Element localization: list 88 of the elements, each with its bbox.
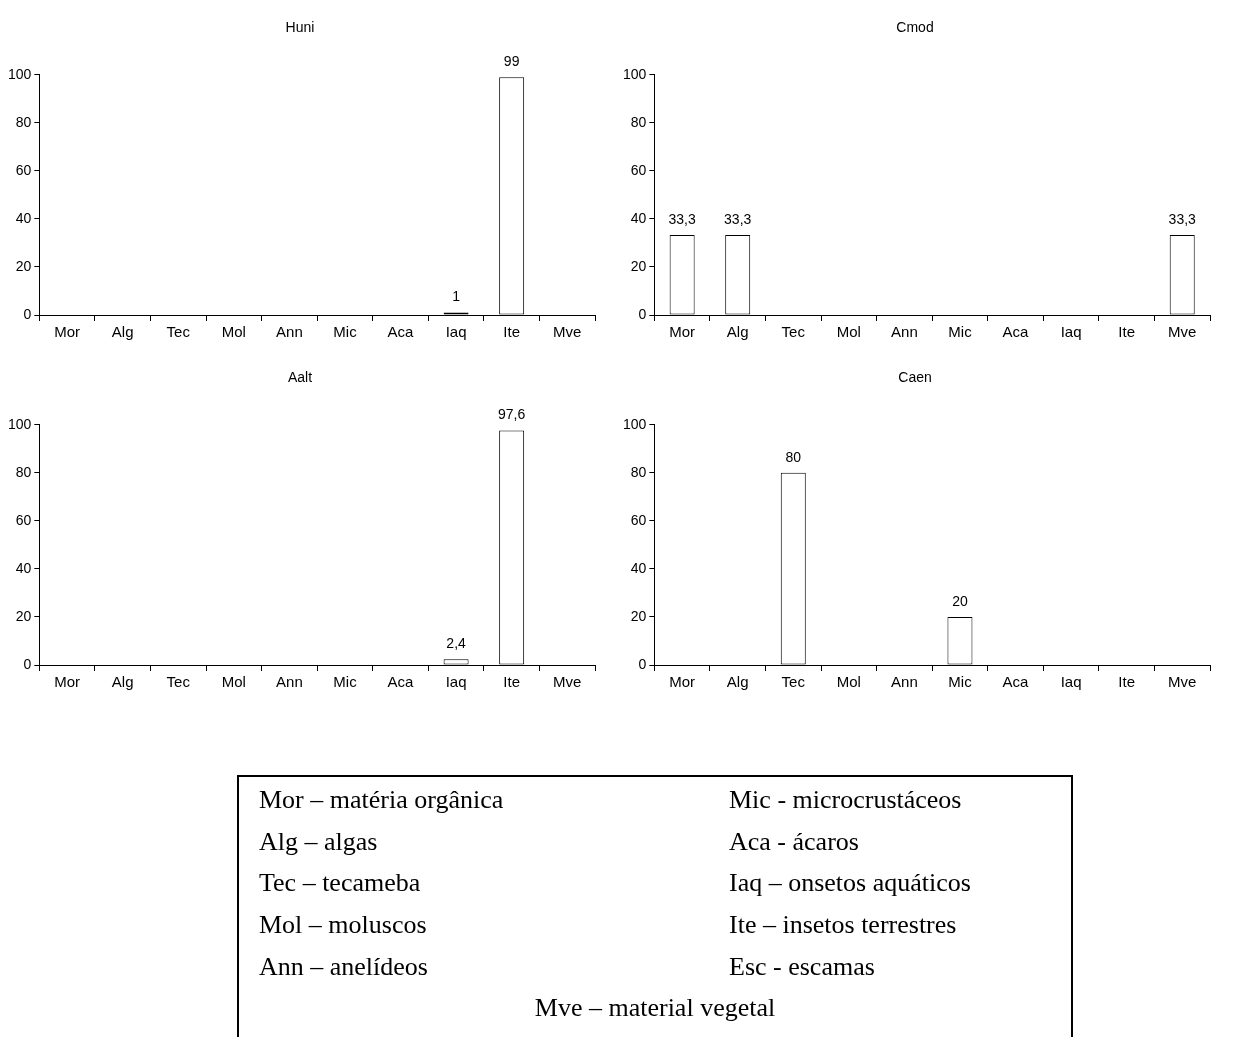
text: Aca - ácaros [729, 826, 860, 858]
y-tick-label: 60 [630, 161, 647, 178]
text: Ann – anelídeos [259, 951, 429, 983]
x-tick-label: Ite [503, 673, 520, 691]
x-tick-label: Ite [1118, 323, 1135, 341]
y-tick-label: 0 [23, 305, 32, 322]
x-tick-label: Mic [948, 323, 973, 341]
y-tick-label: 0 [23, 655, 32, 672]
x-tick-label: Mve [553, 323, 582, 341]
x-tick-label: Iaq [1060, 323, 1082, 341]
x-tick-label: Tec [166, 323, 191, 341]
data-label: 20 [952, 592, 968, 609]
data-label: 33,3 [668, 210, 696, 227]
data-label: 97,6 [498, 406, 526, 423]
x-tick-label: Mic [333, 323, 358, 341]
y-tick-label: 80 [630, 113, 647, 130]
x-tick-label: Mic [333, 673, 358, 691]
data-label: 33,3 [1168, 210, 1197, 227]
data-label: 2,4 [446, 635, 467, 652]
text: Tec – tecameba [259, 868, 422, 900]
chart-title: Huni [285, 19, 315, 36]
x-tick-label: Alg [111, 673, 134, 691]
y-tick-label: 20 [15, 607, 32, 624]
y-tick-label: 80 [630, 463, 647, 480]
x-tick-label: Ite [1118, 673, 1135, 691]
text: Esc - escamas [729, 951, 876, 983]
y-tick-label: 0 [638, 655, 647, 672]
y-tick-label: 40 [15, 209, 32, 226]
text: Mol – moluscos [259, 909, 428, 941]
text: Mor – matéria orgânica [259, 785, 505, 816]
x-tick-label: Alg [726, 673, 749, 691]
chart-title: Caen [898, 369, 932, 386]
x-tick-label: Aca [387, 323, 415, 341]
y-tick-label: 20 [15, 257, 32, 274]
x-tick-label: Aca [387, 673, 415, 691]
y-tick-label: 60 [15, 161, 32, 178]
y-tick-label: 100 [8, 65, 32, 82]
y-tick-label: 20 [630, 607, 647, 624]
y-tick-label: 20 [630, 257, 647, 274]
x-tick-label: Mve [1168, 673, 1197, 691]
data-label: 99 [503, 53, 520, 70]
data-label: 80 [785, 448, 802, 465]
x-tick-label: Aca [1002, 673, 1030, 691]
y-tick-label: 80 [15, 463, 32, 480]
x-tick-label: Mol [221, 323, 246, 341]
y-tick-label: 60 [15, 511, 32, 528]
x-tick-label: Ann [276, 323, 303, 341]
chart-title: Aalt [287, 369, 313, 386]
y-tick-label: 40 [15, 559, 32, 576]
x-tick-label: Mor [669, 673, 696, 691]
data-label: 33,3 [724, 210, 752, 227]
x-tick-label: Mve [1168, 323, 1197, 341]
y-tick-label: 100 [623, 65, 647, 82]
x-tick-label: Tec [781, 323, 806, 341]
x-tick-label: Alg [726, 323, 749, 341]
x-tick-label: Ann [891, 673, 918, 691]
x-tick-label: Tec [166, 673, 191, 691]
x-tick-label: Ann [276, 673, 303, 691]
x-tick-label: Ann [891, 323, 918, 341]
x-tick-label: Mic [948, 673, 973, 691]
x-tick-label: Mor [669, 323, 696, 341]
x-tick-label: Mor [54, 323, 81, 341]
x-tick-label: Tec [781, 673, 806, 691]
chart-title: Cmod [896, 19, 934, 36]
x-tick-label: Iaq [445, 323, 467, 341]
x-tick-label: Mol [836, 673, 861, 691]
data-label: 1 [452, 288, 461, 305]
x-tick-label: Alg [111, 323, 134, 341]
x-tick-label: Iaq [445, 673, 467, 691]
x-tick-label: Ite [503, 323, 520, 341]
y-tick-label: 60 [630, 511, 647, 528]
x-tick-label: Mve [553, 673, 582, 691]
y-tick-label: 100 [623, 415, 647, 432]
x-tick-label: Mol [221, 673, 246, 691]
y-tick-label: 40 [630, 559, 647, 576]
text: Iaq – onsetos aquáticos [729, 868, 972, 900]
text: Ite – insetos terrestres [729, 909, 958, 941]
y-tick-label: 80 [15, 113, 32, 130]
y-tick-label: 100 [8, 415, 32, 432]
x-tick-label: Aca [1002, 323, 1030, 341]
text: Mve – material vegetal [533, 993, 777, 1025]
x-tick-label: Mor [54, 673, 81, 691]
x-tick-label: Iaq [1060, 673, 1082, 691]
y-tick-label: 40 [630, 209, 647, 226]
text: Mic - microcrustáceos [729, 785, 963, 816]
x-tick-label: Mol [836, 323, 861, 341]
text: Alg – algas [259, 826, 379, 858]
y-tick-label: 0 [638, 305, 647, 322]
